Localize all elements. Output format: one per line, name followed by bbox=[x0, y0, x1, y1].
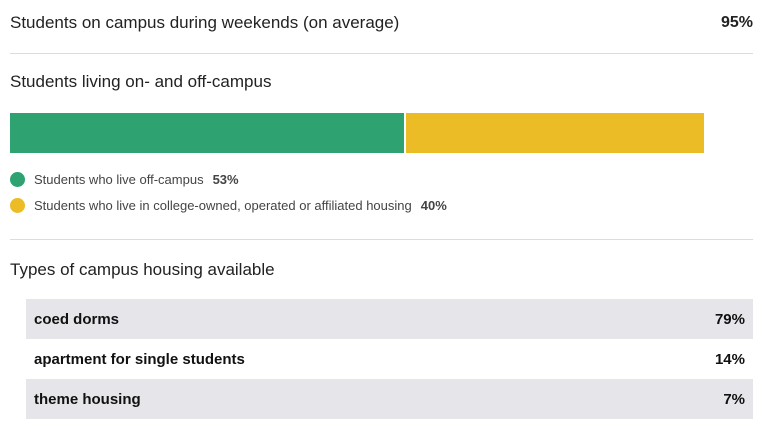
yellow-dot-icon bbox=[10, 197, 25, 213]
table-row: coed dorms 79% bbox=[26, 299, 753, 339]
green-dot-icon bbox=[10, 171, 25, 187]
legend-item-off-campus: Students who live off-campus 53% bbox=[10, 166, 447, 192]
housing-section-title: Types of campus housing available bbox=[10, 260, 275, 279]
housing-type-label: theme housing bbox=[34, 390, 141, 408]
table-row: apartment for single students 14% bbox=[26, 339, 753, 379]
bar-segment-on-campus bbox=[406, 113, 704, 153]
legend-item-on-campus: Students who live in college-owned, oper… bbox=[10, 192, 447, 218]
housing-type-label: apartment for single students bbox=[34, 350, 245, 368]
housing-type-value: 14% bbox=[714, 350, 745, 368]
housing-type-value: 7% bbox=[723, 390, 745, 408]
table-row: theme housing 7% bbox=[26, 379, 753, 419]
legend-value: 53% bbox=[212, 171, 239, 187]
living-section-title: Students living on- and off-campus bbox=[10, 72, 272, 91]
weekend-stat-label: Students on campus during weekends (on a… bbox=[10, 13, 400, 32]
legend-label: Students who live off-campus bbox=[34, 171, 204, 187]
housing-type-value: 79% bbox=[714, 310, 745, 328]
living-legend: Students who live off-campus 53% Student… bbox=[10, 166, 447, 218]
living-stacked-bar bbox=[10, 113, 704, 153]
legend-label: Students who live in college-owned, oper… bbox=[34, 197, 412, 213]
weekend-stat-value: 95% bbox=[720, 14, 753, 31]
bar-segment-off-campus bbox=[10, 113, 404, 153]
legend-value: 40% bbox=[420, 197, 447, 213]
weekend-stat-row: Students on campus during weekends (on a… bbox=[10, 8, 753, 38]
housing-type-label: coed dorms bbox=[34, 310, 120, 328]
divider bbox=[10, 53, 753, 54]
housing-table: coed dorms 79% apartment for single stud… bbox=[26, 299, 753, 419]
divider bbox=[10, 239, 753, 240]
